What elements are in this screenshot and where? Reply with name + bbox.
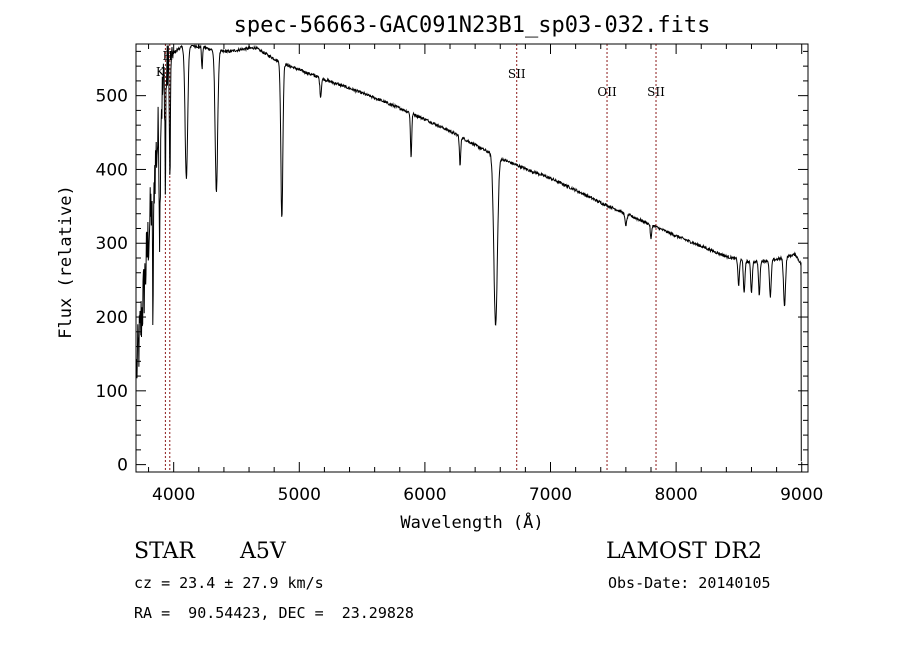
y-tick-label: 300 bbox=[96, 234, 128, 254]
coordinates: RA = 90.54423, DEC = 23.29828 bbox=[134, 604, 414, 622]
spectrum-line bbox=[136, 43, 802, 462]
chart-title: spec-56663-GAC091N23B1_sp03-032.fits bbox=[234, 13, 711, 38]
x-axis-label: Wavelength (Å) bbox=[400, 511, 543, 533]
redshift-value: cz = 23.4 ± 27.9 km/s bbox=[134, 574, 324, 592]
object-type: STAR bbox=[134, 539, 195, 564]
marker-label: OII bbox=[597, 85, 617, 99]
marker-label: K bbox=[156, 65, 166, 79]
x-tick-label: 8000 bbox=[654, 485, 697, 505]
obs-date: Obs-Date: 20140105 bbox=[608, 574, 771, 592]
y-tick-label: 200 bbox=[96, 308, 128, 328]
x-tick-label: 9000 bbox=[780, 485, 823, 505]
x-tick-label: 4000 bbox=[152, 485, 195, 505]
y-axis-label: Flux (relative) bbox=[56, 185, 76, 339]
y-tick-label: 0 bbox=[117, 456, 128, 476]
survey-name: LAMOST DR2 bbox=[606, 539, 762, 564]
x-tick-label: 6000 bbox=[403, 485, 446, 505]
y-tick-label: 400 bbox=[96, 160, 128, 180]
x-tick-label: 5000 bbox=[278, 485, 321, 505]
axes: 4000 5000 6000 7000 8000 9000 0 100 200 300 400 500 bbox=[96, 44, 823, 505]
marker-label: SII bbox=[647, 85, 665, 99]
x-tick-label: 7000 bbox=[529, 485, 572, 505]
spectral-class: A5V bbox=[240, 539, 286, 564]
plot-frame bbox=[135, 43, 809, 473]
marker-label: SII bbox=[508, 67, 526, 81]
y-tick-label: 500 bbox=[96, 87, 128, 107]
y-tick-label: 100 bbox=[96, 382, 128, 402]
